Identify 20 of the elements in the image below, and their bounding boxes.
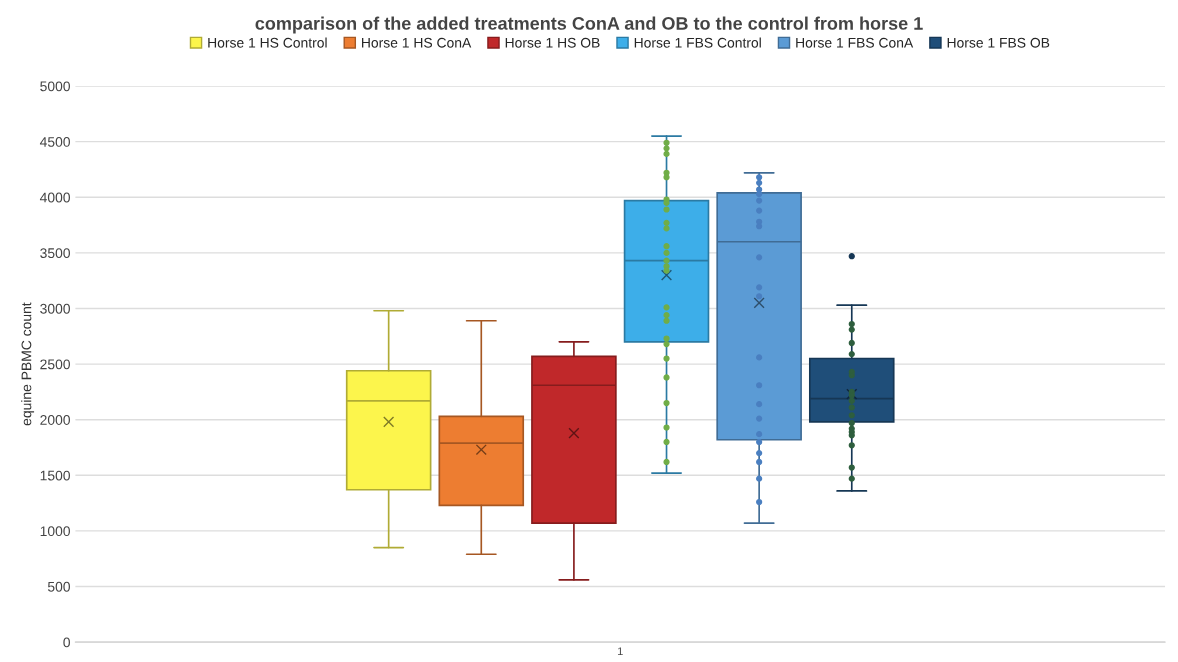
- legend-label: Horse 1 HS ConA: [362, 37, 472, 48]
- y-tick-label: 4500: [39, 137, 70, 147]
- y-tick-label: 500: [47, 581, 70, 592]
- y-tick-label: 5000: [40, 81, 70, 92]
- y-tick-label: 3500: [40, 248, 70, 259]
- y-tick-label: 0: [63, 637, 70, 648]
- legend-label: Horse 1 HS OB: [505, 37, 600, 48]
- y-tick-label: 3000: [40, 303, 70, 314]
- y-tick-label: 2000: [40, 415, 70, 425]
- y-axis-title: equine PBMC count: [21, 302, 35, 426]
- legend-label: Horse 1 FBS OB: [947, 37, 1050, 48]
- legend-label: Horse 1 FBS ConA: [796, 37, 914, 48]
- legend-label: Horse 1 HS Control: [208, 37, 327, 48]
- y-tick-label: 1000: [40, 526, 70, 537]
- y-tick-label: 1500: [40, 470, 70, 481]
- y-tick-label: 4000: [39, 192, 70, 203]
- chart-title: comparison of the added treatments ConA and OB to the control from horse 1: [255, 16, 923, 34]
- x-tick-label: 1: [617, 647, 623, 656]
- legend-label: Horse 1 FBS Control: [634, 37, 761, 48]
- y-tick-label: 2500: [40, 359, 70, 370]
